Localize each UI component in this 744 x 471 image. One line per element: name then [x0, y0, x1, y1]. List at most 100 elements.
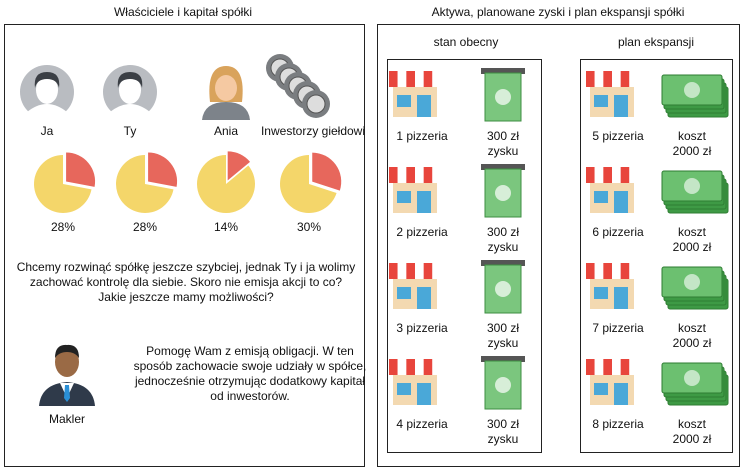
store-door	[614, 95, 628, 117]
store-door	[417, 383, 431, 405]
question-line: Jakie jeszcze mamy możliwości?	[98, 290, 274, 304]
awning-stripe	[603, 263, 612, 279]
owner-label: Ja	[41, 124, 54, 138]
awning-stripe	[620, 359, 630, 375]
avatar-face	[36, 76, 58, 104]
coin-inner	[306, 94, 326, 114]
awning-stripe	[629, 71, 638, 87]
pie-rest	[33, 155, 92, 213]
store-window	[397, 191, 411, 203]
money-label: zysku	[488, 144, 519, 158]
store-label: 4 pizzeria	[396, 417, 448, 431]
money-label: koszt	[678, 321, 707, 335]
awning-stripe	[603, 71, 612, 87]
store-icon	[586, 167, 638, 213]
store-icon	[389, 359, 441, 405]
share-label: 28%	[51, 220, 75, 234]
awning-stripe	[406, 263, 415, 279]
awning-stripe	[620, 167, 630, 183]
bill-mark	[495, 185, 511, 201]
owner-label: Inwestorzy giełdowi	[261, 124, 365, 138]
store-label: 8 pizzeria	[592, 417, 644, 431]
avatar-hair	[117, 72, 143, 88]
store-window	[594, 287, 608, 299]
awning-stripe	[586, 167, 595, 183]
money-label: 300 zł	[487, 417, 519, 431]
awning-stripe	[397, 359, 407, 375]
awning-stripe	[629, 263, 638, 279]
answer-line: od inwestorów.	[210, 389, 289, 403]
owner-label: Ty	[124, 124, 137, 138]
awning-stripe	[629, 167, 638, 183]
awning-stripe	[397, 71, 407, 87]
owner-label: Ania	[214, 124, 238, 138]
awning-stripe	[603, 167, 612, 183]
money-label: 2000 zł	[673, 144, 712, 158]
avatar-face	[215, 75, 237, 101]
awning-stripe	[397, 263, 407, 279]
awning-stripe	[612, 359, 621, 375]
pie-slice	[312, 152, 342, 191]
awning-stripe	[415, 71, 424, 87]
cash-icon	[481, 164, 525, 218]
store-window	[594, 191, 608, 203]
store-window	[397, 95, 411, 107]
pie-rest	[115, 155, 174, 213]
awning-stripe	[389, 71, 398, 87]
avatar-face	[119, 76, 141, 104]
money-label: 300 zł	[487, 225, 519, 239]
awning-stripe	[389, 359, 398, 375]
awning-stripe	[594, 167, 604, 183]
avatar-icon	[202, 66, 250, 120]
right-title: Aktywa, planowane zyski i plan ekspansji…	[432, 5, 685, 19]
awning-stripe	[406, 71, 415, 87]
question-line: zachować kontrolę dla siebie. Skoro nie …	[30, 275, 342, 289]
avatar-body	[202, 102, 250, 120]
cash-stack-icon	[661, 266, 729, 310]
money-label: koszt	[678, 225, 707, 239]
broker-face	[55, 347, 79, 377]
awning-stripe	[594, 359, 604, 375]
awning-stripe	[432, 71, 441, 87]
money-label: zysku	[488, 432, 519, 446]
awning-stripe	[594, 71, 604, 87]
store-window	[397, 383, 411, 395]
awning-stripe	[397, 167, 407, 183]
store-icon	[389, 71, 441, 117]
avatar-icon	[20, 65, 74, 121]
store-label: 1 pizzeria	[396, 129, 448, 143]
bill-mark	[495, 89, 511, 105]
pie-rest	[197, 155, 256, 213]
left-title: Właściciele i kapitał spółki	[114, 5, 252, 19]
store-door	[417, 95, 431, 117]
cash-stack-icon	[661, 74, 729, 118]
store-label: 2 pizzeria	[396, 225, 448, 239]
slot	[481, 260, 525, 266]
awning-stripe	[423, 167, 433, 183]
store-window	[594, 95, 608, 107]
slot	[481, 356, 525, 362]
column-title: stan obecny	[434, 35, 499, 49]
avatar-icon	[103, 65, 157, 121]
avatar-body	[110, 104, 150, 121]
store-icon	[389, 167, 441, 213]
awning-stripe	[432, 263, 441, 279]
store-door	[614, 191, 628, 213]
avatar-hair	[34, 72, 60, 88]
broker-hair	[55, 344, 79, 358]
awning-stripe	[586, 263, 595, 279]
owners-panel	[4, 24, 365, 467]
bill-mark	[495, 281, 511, 297]
share-label: 14%	[214, 220, 238, 234]
awning-stripe	[603, 359, 612, 375]
store-door	[614, 383, 628, 405]
column-title: plan ekspansji	[618, 35, 694, 49]
store-door	[614, 287, 628, 309]
store-label: 5 pizzeria	[592, 129, 644, 143]
pie-rest	[279, 155, 337, 213]
awning-stripe	[423, 71, 433, 87]
store-door	[417, 287, 431, 309]
bill-mark	[684, 274, 700, 290]
awning-stripe	[432, 167, 441, 183]
money-label: 2000 zł	[673, 432, 712, 446]
